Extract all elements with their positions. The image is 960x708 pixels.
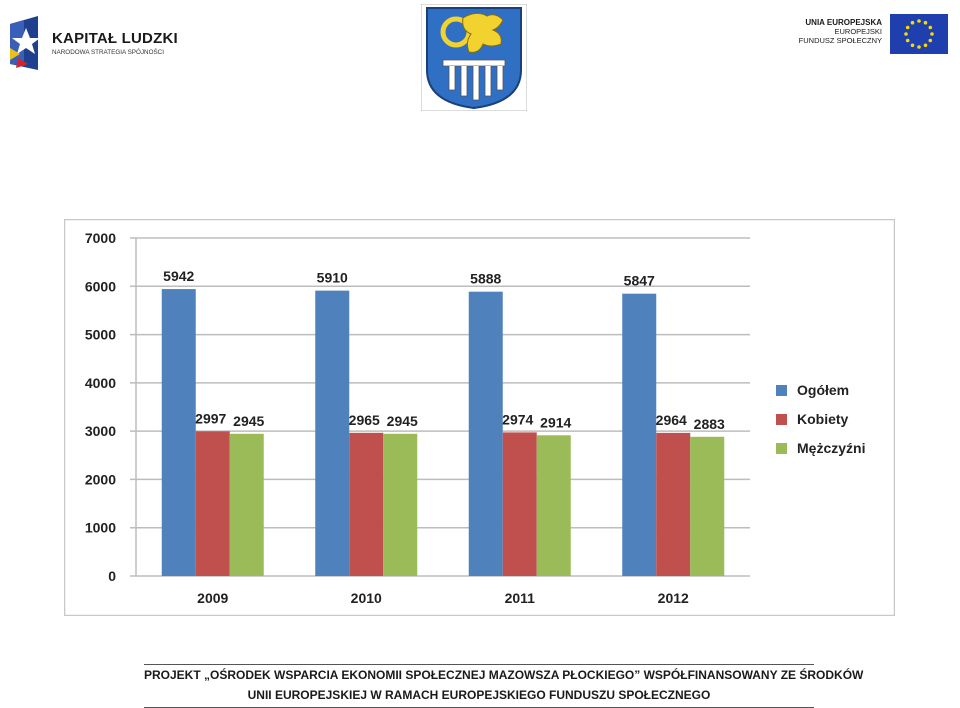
kapital-ludzki-title: KAPITAŁ LUDZKI xyxy=(52,30,178,47)
bar xyxy=(656,432,691,576)
y-tick-label: 0 xyxy=(108,568,116,584)
legend-swatch xyxy=(776,443,787,454)
y-tick-label: 2000 xyxy=(85,471,116,487)
data-label: 5847 xyxy=(624,273,655,289)
legend-label: Ogółem xyxy=(797,382,849,398)
legend-swatch xyxy=(776,385,787,396)
eu-text-block: UNIA EUROPEJSKA EUROPEJSKI FUNDUSZ SPOŁE… xyxy=(799,18,882,45)
x-tick-label: 2010 xyxy=(351,590,382,606)
data-label: 2974 xyxy=(502,411,533,427)
x-tick-label: 2009 xyxy=(197,590,228,606)
bar xyxy=(195,431,230,576)
bar xyxy=(690,436,725,576)
y-tick-label: 3000 xyxy=(85,423,116,439)
data-label: 2914 xyxy=(540,414,571,430)
footer: PROJEKT „OŚRODEK WSPARCIA EKONOMII SPOŁE… xyxy=(144,664,864,708)
bar xyxy=(622,293,657,576)
bar xyxy=(536,435,571,576)
eu-line-2: EUROPEJSKI xyxy=(834,27,882,36)
data-label: 2964 xyxy=(656,412,687,428)
y-tick-label: 6000 xyxy=(85,278,116,294)
bar xyxy=(161,289,196,576)
data-label: 2945 xyxy=(233,413,264,429)
bar xyxy=(383,433,418,576)
kapital-ludzki-emblem-icon xyxy=(10,16,40,70)
y-tick-label: 1000 xyxy=(85,520,116,536)
y-tick-label: 4000 xyxy=(85,375,116,391)
bar xyxy=(468,291,503,576)
data-label: 2883 xyxy=(694,416,725,432)
eu-line-1: UNIA EUROPEJSKA xyxy=(805,18,882,27)
data-label: 5888 xyxy=(470,271,501,287)
footer-line-1: PROJEKT „OŚRODEK WSPARCIA EKONOMII SPOŁE… xyxy=(144,668,864,682)
bar xyxy=(502,432,537,576)
coat-of-arms-icon xyxy=(421,4,527,111)
bar xyxy=(229,433,264,576)
data-label: 2965 xyxy=(349,412,380,428)
data-label: 5942 xyxy=(163,268,194,284)
bar xyxy=(349,432,384,576)
y-tick-label: 5000 xyxy=(85,327,116,343)
data-label: 2945 xyxy=(387,413,418,429)
kapital-ludzki-subtitle: NARODOWA STRATEGIA SPÓJNOŚCI xyxy=(52,49,164,56)
x-tick-label: 2011 xyxy=(505,590,536,606)
data-label: 5910 xyxy=(317,270,348,286)
y-tick-label: 7000 xyxy=(85,230,116,246)
eu-flag-icon xyxy=(890,14,948,54)
legend-label: Mężczyźni xyxy=(797,440,865,456)
kapital-ludzki-logo xyxy=(6,14,181,74)
footer-line-2: UNII EUROPEJSKIEJ W RAMACH EUROPEJSKIEGO… xyxy=(247,688,711,702)
bar-chart: 5942 2997 2945 5910 2965 2945 5888 2974 2914 5847… xyxy=(64,219,895,616)
eu-line-3: FUNDUSZ SPOŁECZNY xyxy=(798,36,882,45)
legend-swatch xyxy=(776,414,787,425)
data-label: 2997 xyxy=(195,410,226,426)
x-tick-label: 2012 xyxy=(658,590,689,606)
legend-label: Kobiety xyxy=(797,411,849,427)
bar xyxy=(315,290,350,576)
